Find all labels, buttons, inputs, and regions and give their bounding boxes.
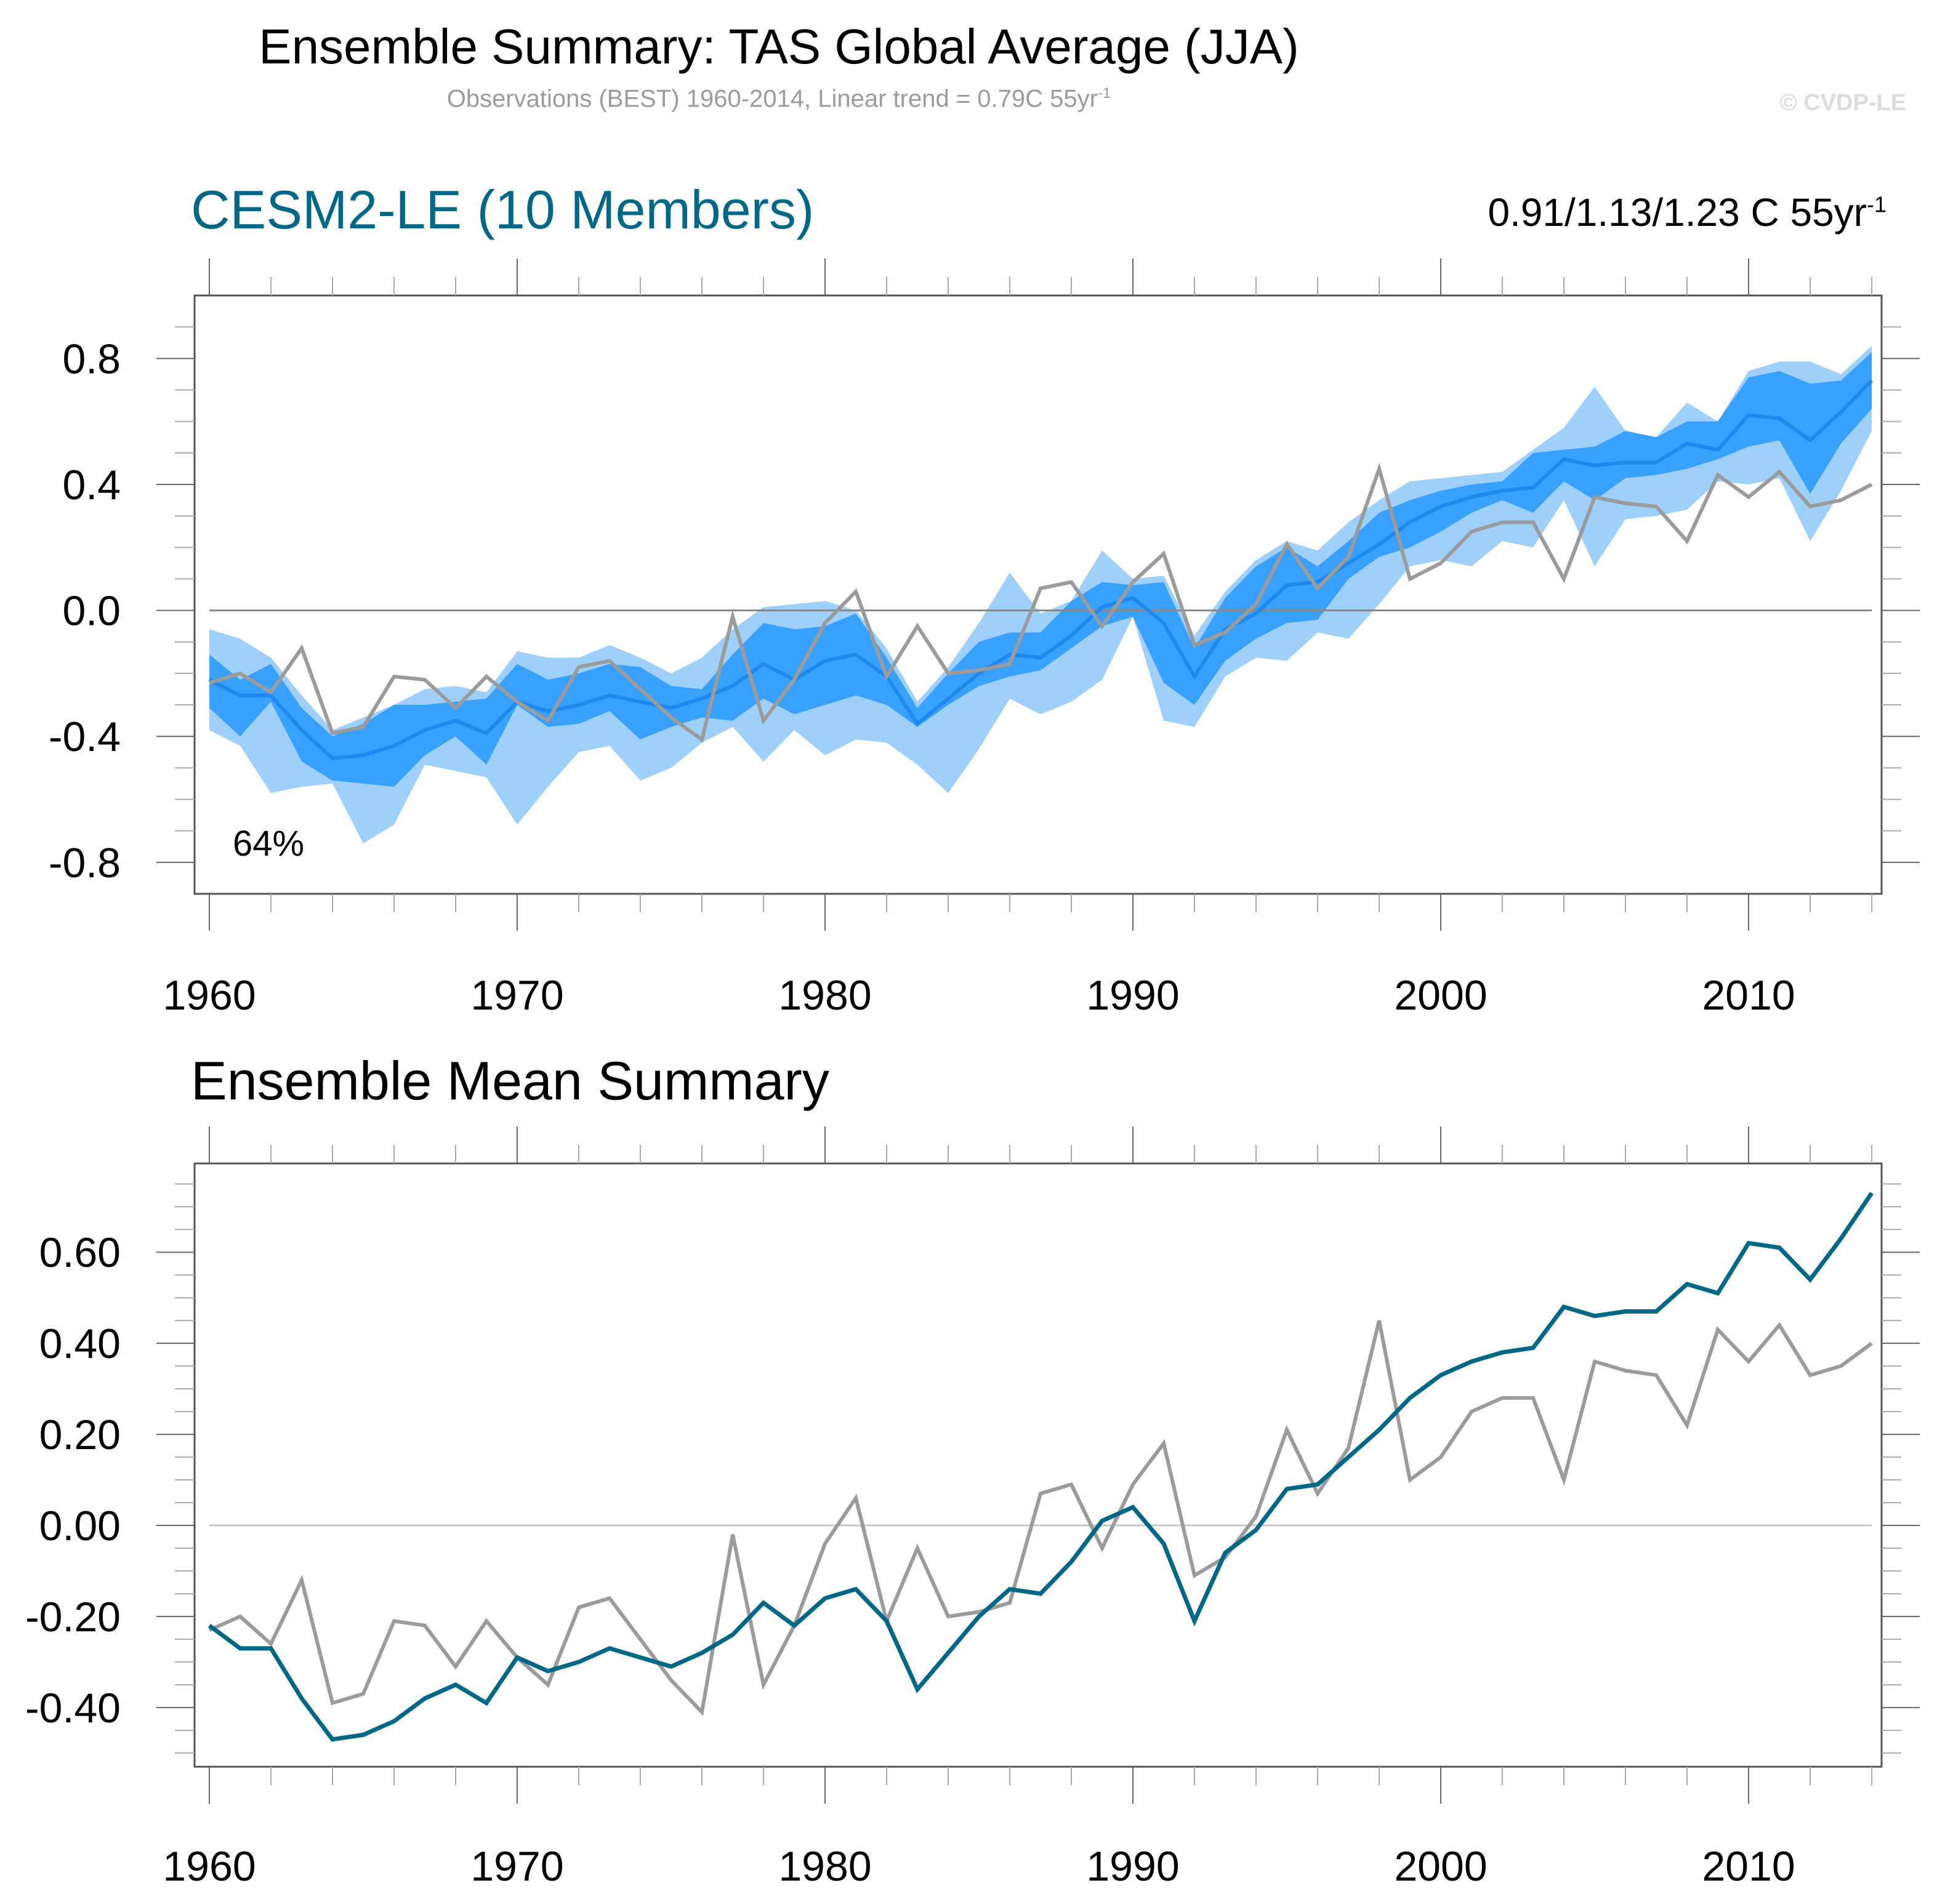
- y-tick-label: 0.0: [62, 588, 121, 635]
- x-tick-label: 1970: [470, 1843, 563, 1890]
- x-tick-label: 1970: [470, 972, 563, 1019]
- y-tick-label: -0.8: [49, 840, 121, 886]
- outer-band: [209, 345, 1872, 844]
- trend-superscript: -1: [1866, 191, 1887, 217]
- copyright-watermark: © CVDP-LE: [1779, 90, 1906, 116]
- y-tick-label: 0.4: [62, 462, 121, 508]
- x-tick-label: 2000: [1394, 972, 1487, 1019]
- y-tick-label: -0.40: [25, 1685, 121, 1732]
- observations-line: [208, 1320, 1873, 1716]
- ensemble-mean-line: [207, 1192, 1874, 1742]
- x-tick-label: 2010: [1702, 972, 1795, 1019]
- y-tick-label: 0.40: [39, 1320, 121, 1367]
- x-tick-label: 1960: [163, 972, 256, 1019]
- ensemble-mean-line: [208, 379, 1874, 761]
- y-tick-label: 0.8: [62, 335, 121, 382]
- y-tick-label: 0.60: [39, 1229, 121, 1276]
- x-tick-label: 2000: [1394, 1843, 1487, 1890]
- x-tick-label: 1990: [1086, 1843, 1179, 1890]
- x-tick-label: 1980: [778, 972, 871, 1019]
- x-tick-label: 1980: [778, 1843, 871, 1890]
- inner-band: [209, 352, 1872, 787]
- x-tick-label: 1960: [163, 1843, 256, 1890]
- ensemble-mean-panel: 1960 1970 1980 1990 2000 2010 0.60 0.40 0.20 0.00…: [25, 1127, 1920, 1890]
- panel1-trend-annotation: 0.91/1.13/1.23 C 55yr-1: [1488, 190, 1887, 235]
- main-title: Ensemble Summary: TAS Global Average (JJ…: [259, 19, 1299, 74]
- trend-text: 0.91/1.13/1.23 C 55yr: [1488, 190, 1867, 235]
- panel2-title: Ensemble Mean Summary: [191, 1050, 829, 1111]
- percent-within-range-label: 64%: [233, 824, 304, 864]
- observations-line: [209, 462, 1873, 743]
- x-tick-label: 2010: [1702, 1843, 1795, 1890]
- ensemble-summary-panel: 1960 1970 1980 1990 2000 2010 0.8 0.4 0.0 -0.4 -0.…: [49, 259, 1920, 1019]
- y-tick-label: -0.4: [49, 713, 121, 760]
- x-tick-label: 1990: [1086, 972, 1179, 1019]
- panel1-title: CESM2-LE (10 Members): [191, 179, 815, 240]
- y-tick-label: 0.20: [39, 1412, 121, 1458]
- subtitle-text: Observations (BEST) 1960-2014, Linear tr…: [446, 85, 1098, 113]
- subtitle-superscript: -1: [1097, 85, 1111, 102]
- y-tick-label: -0.20: [25, 1594, 121, 1641]
- y-tick-label: 0.00: [39, 1503, 121, 1549]
- plot-frame: [193, 1162, 1883, 1768]
- subtitle: Observations (BEST) 1960-2014, Linear tr…: [0, 85, 1558, 113]
- plot-frame: [193, 294, 1883, 895]
